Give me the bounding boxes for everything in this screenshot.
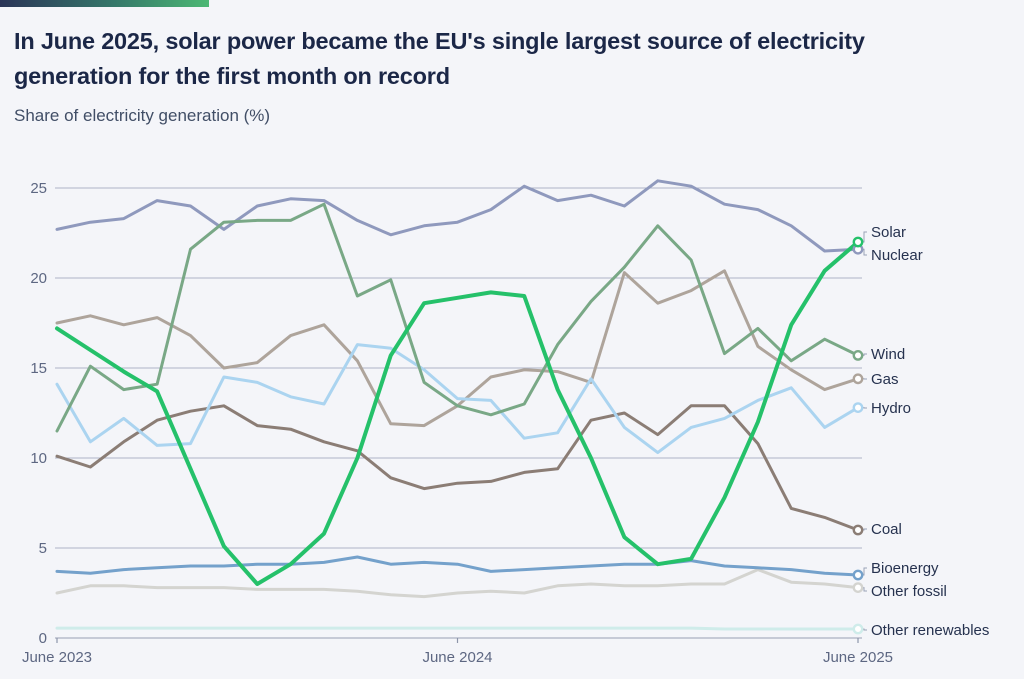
x-axis-tick-label-0: June 2023 (22, 649, 92, 666)
series-line-solar (55, 240, 860, 586)
series-line-hydro (55, 343, 860, 455)
accent-bar (0, 0, 209, 7)
legend-label-other-renewables: Other renewables (871, 622, 989, 639)
legend-label-nuclear: Nuclear (871, 247, 923, 264)
y-axis-tick-label-25: 25 (30, 180, 47, 197)
series-end-marker-other-fossil (852, 582, 864, 593)
series-line-nuclear (55, 179, 860, 253)
y-axis-tick-label-10: 10 (30, 450, 47, 467)
legend-label-hydro: Hydro (871, 400, 911, 417)
x-axis-tick-label-2: June 2025 (823, 649, 893, 666)
series-line-gas (55, 269, 860, 428)
series-end-marker-solar (852, 236, 864, 248)
series-end-marker-wind (852, 349, 864, 361)
series-line-other-renewables (55, 626, 860, 631)
series-end-marker-gas (852, 373, 864, 385)
series-line-bioenergy (55, 555, 860, 577)
chart-title: In June 2025, solar power became the EU'… (14, 28, 865, 89)
y-axis-tick-label-0: 0 (39, 630, 47, 647)
series-end-marker-coal (852, 524, 864, 536)
legend-label-other-fossil: Other fossil (871, 583, 947, 600)
chart-subtitle: Share of electricity generation (%) (14, 106, 271, 125)
legend-label-coal: Coal (871, 521, 902, 538)
series-line-coal (55, 404, 860, 532)
y-axis-tick-label-20: 20 (30, 270, 47, 287)
legend-label-gas: Gas (871, 371, 899, 388)
series-line-wind (55, 202, 860, 433)
legend-label-solar: Solar (871, 224, 906, 241)
series-end-marker-other-renewables (852, 623, 864, 635)
y-axis-tick-label-15: 15 (30, 360, 47, 377)
series-end-marker-hydro (852, 402, 864, 413)
series-end-marker-bioenergy (852, 569, 864, 581)
legend-label-wind: Wind (871, 346, 905, 363)
series-line-other-fossil (55, 568, 860, 599)
legend-label-bioenergy: Bioenergy (871, 560, 939, 577)
x-axis-tick-label-1: June 2024 (422, 649, 492, 666)
y-axis-tick-label-5: 5 (39, 540, 47, 557)
